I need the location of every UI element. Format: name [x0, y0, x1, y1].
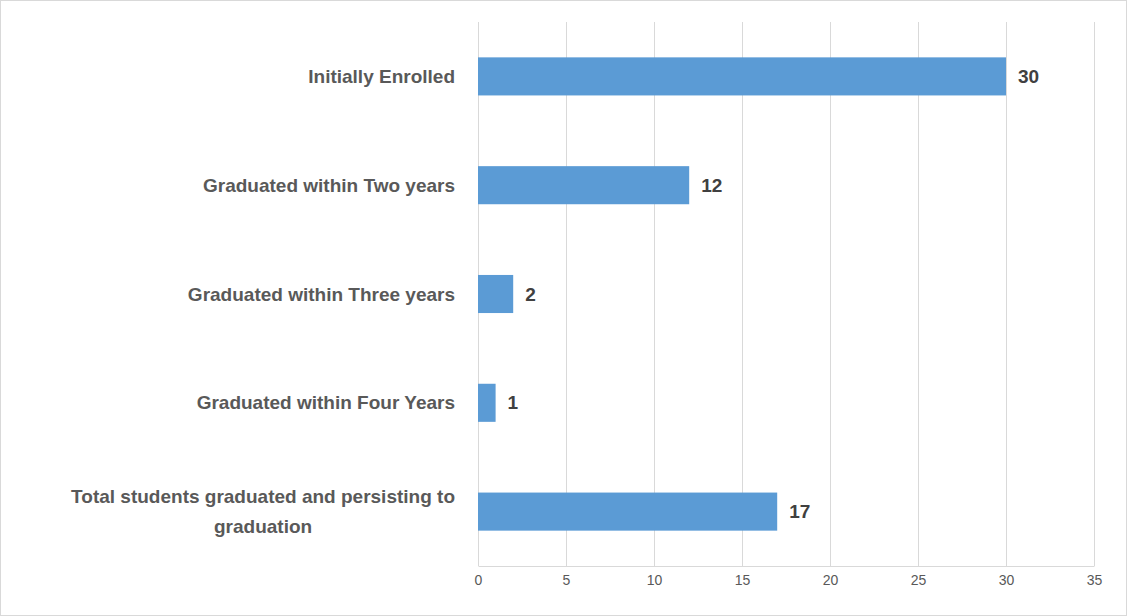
- grid-line: [830, 22, 831, 566]
- grid-line: [654, 22, 655, 566]
- tick: 5: [563, 566, 571, 588]
- tick: 10: [647, 566, 663, 588]
- tick: 35: [1087, 566, 1103, 588]
- tick: 0: [475, 566, 483, 588]
- bar: [478, 384, 496, 422]
- tick-label: 10: [647, 572, 663, 588]
- bar: [478, 57, 1006, 95]
- grid-line: [918, 22, 919, 566]
- tick-label: 30: [999, 572, 1015, 588]
- data-label: 2: [525, 284, 536, 305]
- category-label: Graduated within Four Years: [197, 392, 455, 413]
- grid-line: [742, 22, 743, 566]
- axis-line: [479, 566, 1095, 567]
- data-label: 30: [1018, 66, 1039, 87]
- bar: [478, 275, 513, 313]
- data-labels: 30 12 2 1 17: [508, 66, 1040, 522]
- data-label: 17: [789, 501, 810, 522]
- category-label: Total students graduated and persisting …: [71, 486, 455, 537]
- tick-label: 20: [823, 572, 839, 588]
- tick-label: 35: [1087, 572, 1103, 588]
- grid-line: [1094, 22, 1095, 566]
- tick-label: 5: [563, 572, 571, 588]
- data-label: 12: [701, 175, 722, 196]
- category-label-line: Total students graduated and persisting …: [71, 486, 455, 507]
- bar: [478, 493, 777, 531]
- tick: 25: [911, 566, 927, 588]
- category-label: Graduated within Two years: [203, 175, 455, 196]
- x-axis: 0 5 10 15 20 25 30 35: [475, 566, 1103, 588]
- grid-line: [566, 22, 567, 566]
- tick: 20: [823, 566, 839, 588]
- tick-label: 0: [475, 572, 483, 588]
- grid-line: [1006, 22, 1007, 566]
- tick: 15: [735, 566, 751, 588]
- data-label: 1: [508, 392, 519, 413]
- category-label-line: graduation: [214, 516, 312, 537]
- bars: [478, 57, 1006, 530]
- category-label: Graduated within Three years: [188, 284, 455, 305]
- tick-label: 25: [911, 572, 927, 588]
- category-label: Initially Enrolled: [308, 66, 455, 87]
- grid: [479, 22, 1095, 566]
- bar: [478, 166, 689, 204]
- chart-frame: [1, 1, 1127, 616]
- chart: 30 12 2 1 17 0 5 10 15 20 25 30 35 Initially Enrolled…: [0, 0, 1127, 616]
- y-axis: Initially Enrolled Graduated within Two y…: [71, 66, 455, 537]
- tick: 30: [999, 566, 1015, 588]
- tick-label: 15: [735, 572, 751, 588]
